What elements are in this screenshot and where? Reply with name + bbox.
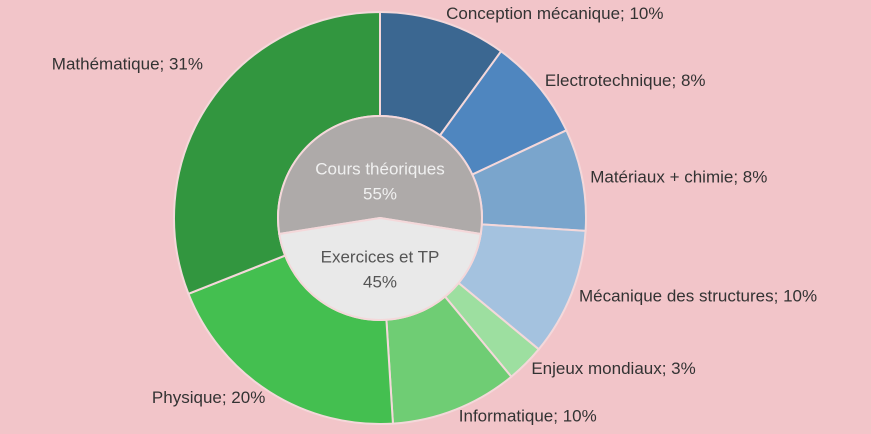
inner-label: Exercices et TP: [321, 247, 440, 266]
slice-label: Informatique; 10%: [459, 406, 597, 425]
inner-value-label: 55%: [363, 184, 397, 203]
slice-label: Mathématique; 31%: [52, 54, 203, 73]
inner-slice: [277, 114, 483, 236]
slice-label: Conception mécanique; 10%: [446, 4, 663, 23]
slice-label: Matériaux + chimie; 8%: [590, 167, 767, 186]
slice-label: Mécanique des structures; 10%: [579, 286, 817, 305]
slice-label: Enjeux mondiaux; 3%: [531, 359, 695, 378]
slice-label: Electrotechnique; 8%: [545, 71, 706, 90]
inner-slice: [278, 216, 482, 321]
inner-value-label: 45%: [363, 272, 397, 291]
slice-label: Physique; 20%: [152, 388, 265, 407]
inner-label: Cours théoriques: [315, 159, 444, 178]
